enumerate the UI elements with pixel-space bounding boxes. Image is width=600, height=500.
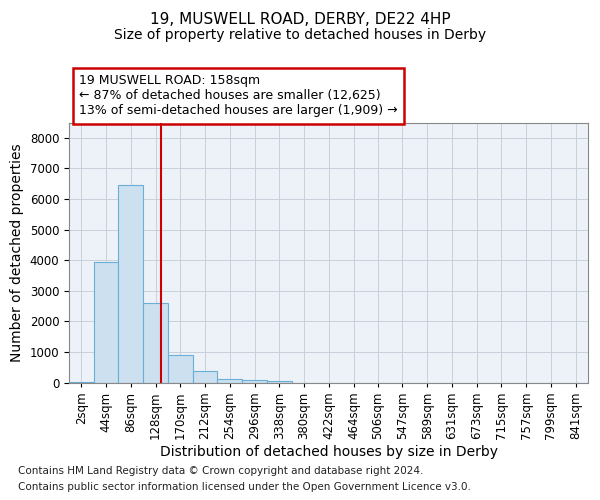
Text: Size of property relative to detached houses in Derby: Size of property relative to detached ho…: [114, 28, 486, 42]
X-axis label: Distribution of detached houses by size in Derby: Distribution of detached houses by size …: [160, 444, 497, 458]
Text: 19, MUSWELL ROAD, DERBY, DE22 4HP: 19, MUSWELL ROAD, DERBY, DE22 4HP: [149, 12, 451, 28]
Bar: [168, 355, 193, 382]
Text: Contains HM Land Registry data © Crown copyright and database right 2024.: Contains HM Land Registry data © Crown c…: [18, 466, 424, 476]
Bar: [242, 380, 267, 382]
Bar: [267, 381, 292, 382]
Text: 19 MUSWELL ROAD: 158sqm
← 87% of detached houses are smaller (12,625)
13% of sem: 19 MUSWELL ROAD: 158sqm ← 87% of detache…: [79, 74, 398, 118]
Bar: [193, 371, 217, 382]
Bar: [94, 262, 118, 382]
Bar: [143, 303, 168, 382]
Text: Contains public sector information licensed under the Open Government Licence v3: Contains public sector information licen…: [18, 482, 471, 492]
Bar: [217, 378, 242, 382]
Y-axis label: Number of detached properties: Number of detached properties: [10, 143, 24, 362]
Bar: [118, 185, 143, 382]
